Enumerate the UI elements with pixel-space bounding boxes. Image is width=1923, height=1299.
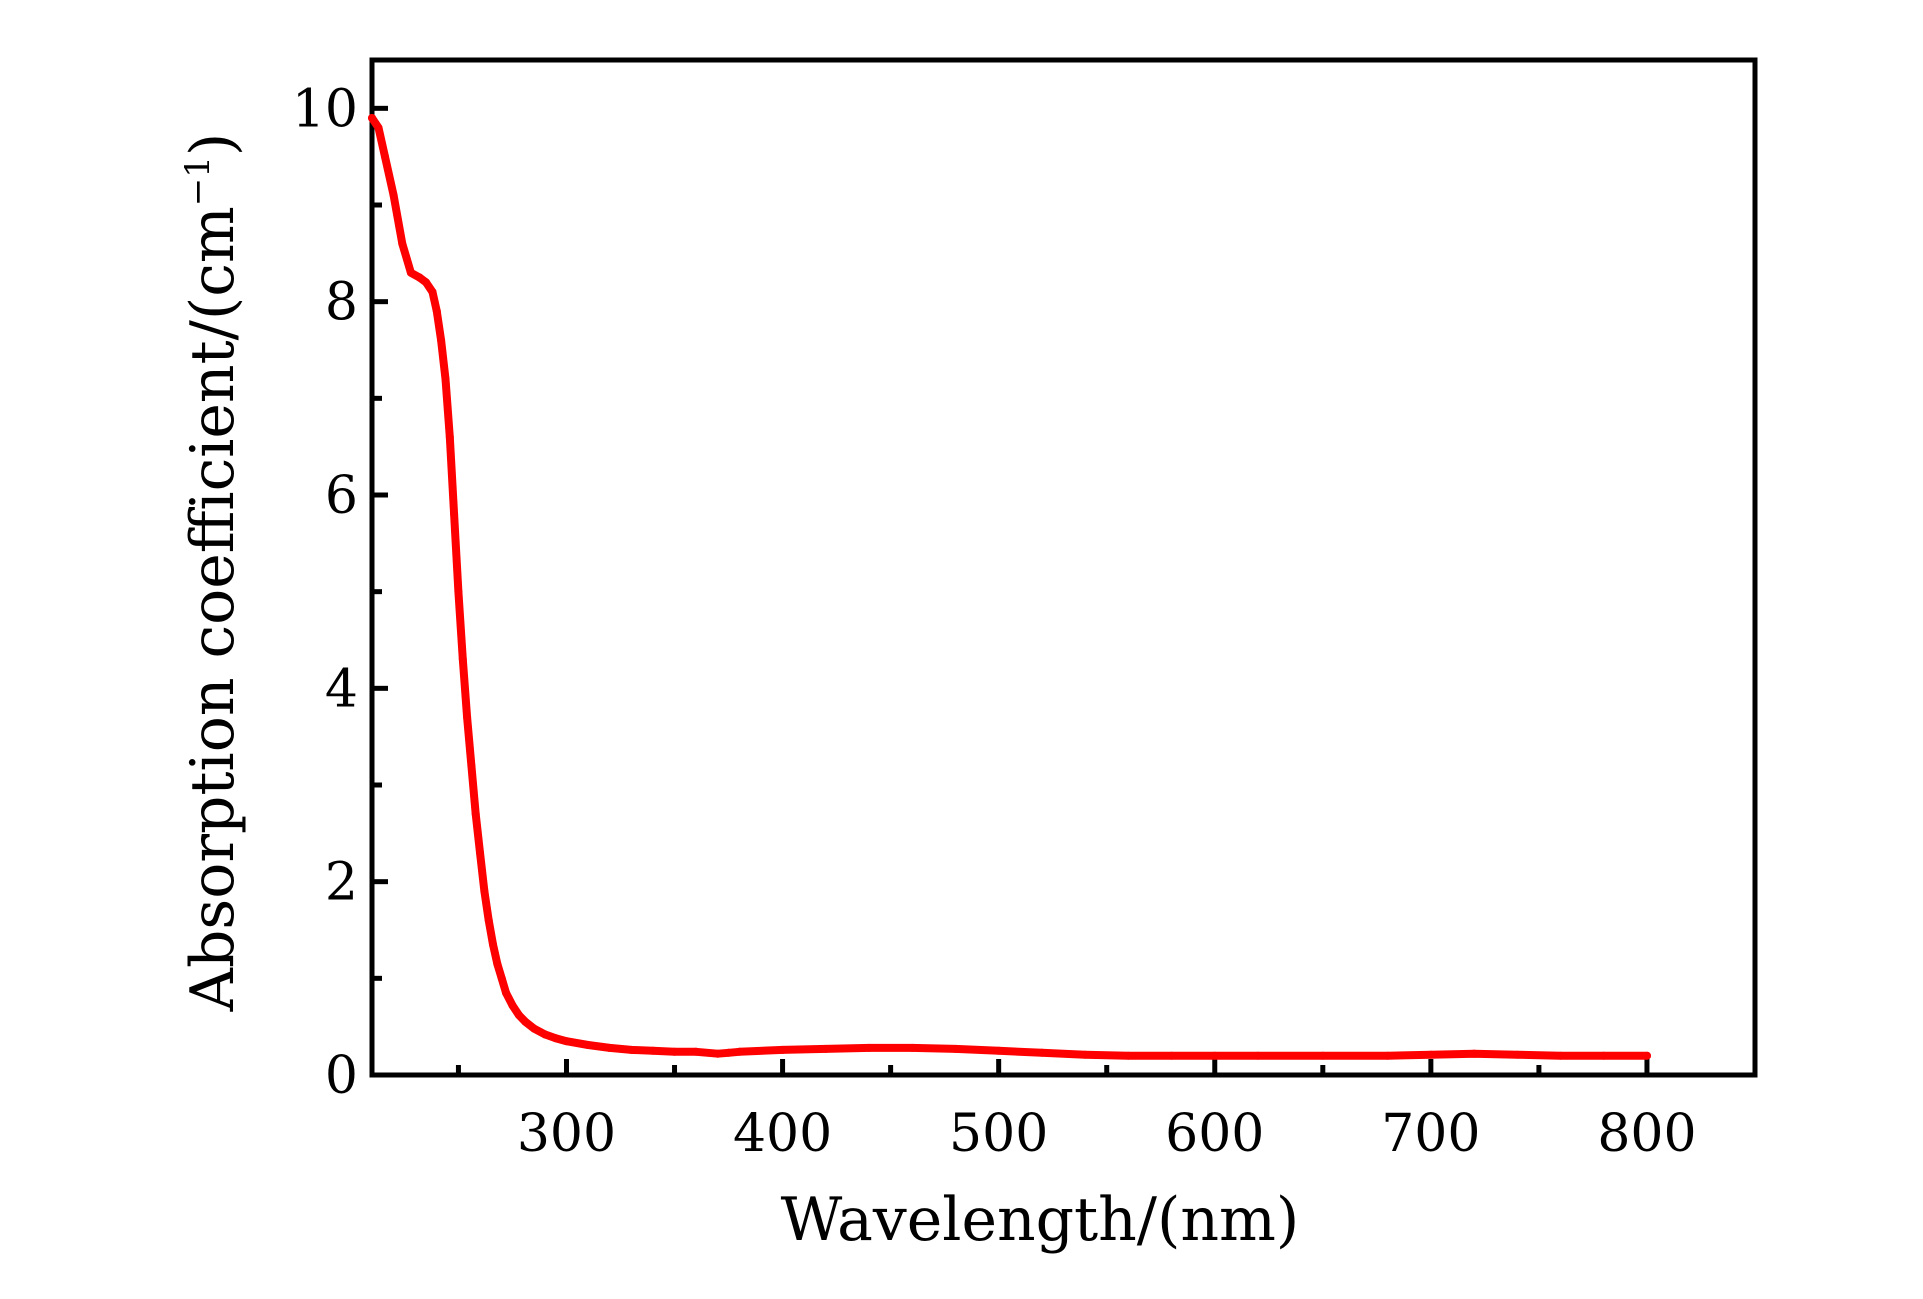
data-point xyxy=(489,940,497,949)
data-point xyxy=(1470,1049,1479,1058)
x-axis-label: Wavelength/(nm) xyxy=(781,1185,1300,1255)
data-point xyxy=(670,1047,679,1056)
data-point xyxy=(1599,1051,1608,1060)
data-point xyxy=(508,1001,517,1010)
data-point xyxy=(497,974,506,983)
data-point xyxy=(458,655,467,664)
x-tick-label: 700 xyxy=(1381,1104,1480,1164)
data-point xyxy=(1643,1051,1651,1060)
data-point xyxy=(1318,1051,1327,1060)
data-point xyxy=(778,1045,787,1054)
data-point xyxy=(493,959,502,968)
y-tick-label: 10 xyxy=(292,79,358,139)
data-point xyxy=(480,887,489,896)
data-point xyxy=(502,988,510,997)
data-point xyxy=(551,1034,560,1043)
data-point xyxy=(713,1049,722,1058)
data-point xyxy=(441,375,450,383)
x-tick-label: 300 xyxy=(517,1104,616,1164)
data-point xyxy=(724,1048,733,1057)
data-point xyxy=(463,713,472,722)
plot-frame xyxy=(369,57,1758,1078)
data-point xyxy=(951,1044,960,1053)
data-point xyxy=(1081,1050,1090,1059)
data-point xyxy=(454,587,463,596)
data-point xyxy=(381,152,389,161)
x-tick-label: 800 xyxy=(1597,1104,1696,1164)
data-point xyxy=(605,1043,614,1052)
data-point xyxy=(398,239,407,248)
series-line xyxy=(368,114,1651,1060)
data-point xyxy=(1124,1051,1133,1060)
data-point xyxy=(908,1043,917,1052)
data-point xyxy=(406,268,415,277)
x-tick-label: 400 xyxy=(733,1104,832,1164)
x-tick-label: 600 xyxy=(1165,1104,1264,1164)
minor-ticks xyxy=(372,105,1758,1078)
data-point xyxy=(821,1044,830,1053)
data-point xyxy=(471,810,480,818)
x-tick-labels: 300 400 500 600 700 800 xyxy=(517,1104,1697,1164)
data-point xyxy=(540,1030,549,1039)
data-point xyxy=(648,1046,657,1055)
data-point xyxy=(1254,1051,1262,1060)
y-tick-label: 4 xyxy=(325,659,358,719)
data-point xyxy=(422,278,430,287)
data-point xyxy=(627,1045,636,1054)
data-point xyxy=(521,1017,530,1026)
data-point xyxy=(432,307,441,316)
y-tick-label: 8 xyxy=(325,273,358,333)
y-axis-label-main: Absorption coefficient/(cm xyxy=(178,206,248,1012)
x-tick-label: 500 xyxy=(949,1104,1048,1164)
data-point xyxy=(1167,1051,1176,1060)
data-point xyxy=(514,1011,523,1020)
data-point xyxy=(1556,1051,1565,1060)
data-point xyxy=(1426,1050,1435,1059)
data-point xyxy=(437,336,446,345)
data-point xyxy=(389,191,398,200)
data-point xyxy=(584,1041,593,1049)
data-point xyxy=(1210,1051,1219,1060)
data-point xyxy=(476,848,484,857)
data-point xyxy=(1037,1048,1046,1057)
data-point xyxy=(445,433,454,441)
data-point xyxy=(368,114,376,122)
y-axis-label-superscript: −1 xyxy=(178,156,218,206)
data-point xyxy=(467,761,476,770)
y-tick-label: 2 xyxy=(325,853,358,913)
data-points xyxy=(368,114,1651,1060)
data-point xyxy=(415,273,424,282)
data-point xyxy=(994,1046,1003,1055)
data-point xyxy=(374,123,383,132)
data-point xyxy=(1383,1051,1392,1060)
data-point xyxy=(865,1043,873,1052)
data-point xyxy=(1513,1050,1522,1059)
y-tick-label: 6 xyxy=(325,466,358,526)
data-point xyxy=(450,510,459,519)
y-tick-labels: 0 2 4 6 8 10 xyxy=(292,79,358,1106)
data-point xyxy=(484,916,493,925)
data-point xyxy=(530,1024,539,1033)
data-point xyxy=(735,1047,744,1056)
data-point xyxy=(562,1037,571,1046)
data-point xyxy=(428,288,437,296)
y-axis-label-suffix: ) xyxy=(178,133,248,156)
data-point xyxy=(692,1047,701,1056)
y-tick-label: 0 xyxy=(325,1046,358,1106)
y-axis-label: Absorption coefficient/(cm−1) xyxy=(178,133,248,1013)
